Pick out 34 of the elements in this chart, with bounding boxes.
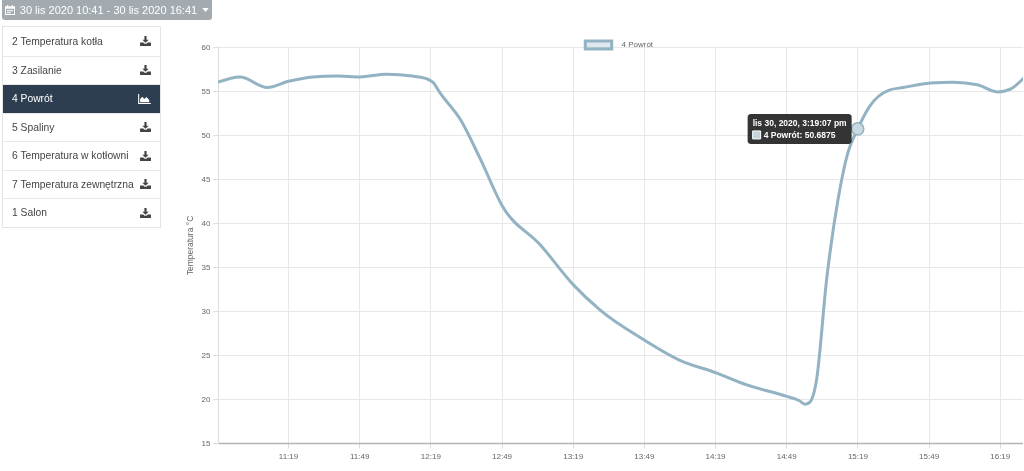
y-tick-label: 50	[201, 130, 212, 140]
text: 3 Zasilanie	[12, 64, 62, 76]
y-tick-label: 35	[201, 262, 212, 272]
y-tick-label: 15	[201, 438, 212, 448]
y-tick-label: 60	[201, 42, 212, 52]
legend-label: 4 Powrót	[621, 40, 654, 49]
y-axis-title: Temperatura °C	[184, 215, 195, 276]
x-tick-label: 15:49	[919, 451, 940, 461]
text: 7 Temperatura zewnętrzna	[12, 178, 134, 190]
x-tick-label: 13:49	[634, 451, 655, 461]
x-tick-label: 11:19	[278, 451, 299, 461]
text: 30 lis 2020 10:41 - 30 lis 2020 16:41	[19, 4, 198, 16]
y-tick-label: 20	[201, 394, 212, 404]
y-tick-label: 45	[201, 174, 212, 184]
x-tick-label: 12:19	[420, 451, 442, 461]
text: 4 Powrót	[12, 93, 53, 105]
text: 2 Temperatura kotła	[12, 35, 103, 47]
y-tick-label: 30	[201, 306, 212, 316]
x-tick-label: 11:49	[349, 451, 370, 461]
x-tick-label: 12:49	[492, 451, 513, 461]
annotation: lis 30, 2020, 3:19:07 pm	[752, 117, 848, 128]
text: 1 Salon	[12, 207, 47, 219]
x-tick-label: 13:19	[563, 451, 584, 461]
y-tick-label: 40	[201, 218, 212, 228]
x-tick-label: 15:19	[847, 451, 869, 461]
x-tick-label: 16:19	[990, 451, 1011, 461]
y-tick-label: 55	[201, 86, 212, 96]
text: 6 Temperatura w kotłowni	[12, 150, 129, 162]
y-tick-label: 25	[201, 350, 212, 360]
x-tick-label: 14:49	[776, 451, 798, 461]
line-series	[218, 72, 1023, 406]
x-tick-label: 14:19	[705, 451, 727, 461]
text: 5 Spaliny	[12, 121, 55, 133]
annotation: 4 Powrót: 50.6875	[763, 129, 836, 140]
